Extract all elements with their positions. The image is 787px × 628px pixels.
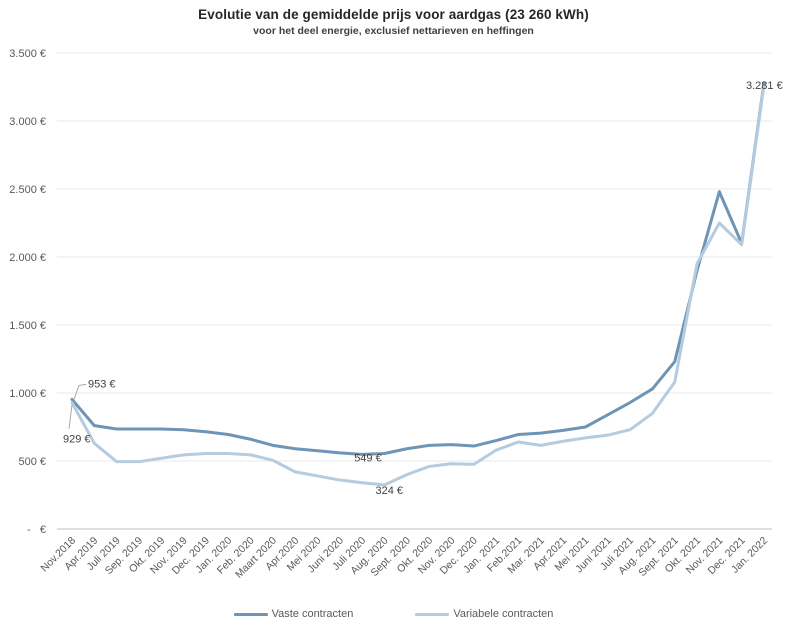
- data-label: 953 €: [88, 378, 116, 390]
- y-tick-label: 2.000 €: [9, 252, 46, 264]
- chart-title: Evolutie van de gemiddelde prijs voor aa…: [198, 7, 589, 22]
- annotation-leader-line: [73, 383, 87, 400]
- y-tick-label: 3.000 €: [9, 116, 46, 128]
- y-tick-label: 500 €: [18, 456, 46, 468]
- legend-item-variabele-contracten: Variabele contracten: [415, 608, 553, 620]
- chart-subtitle: voor het deel energie, exclusief nettari…: [253, 25, 534, 37]
- legend-swatch-variabele-icon: [415, 612, 450, 616]
- data-label: 324 €: [376, 485, 404, 497]
- data-label: 3.281 €: [746, 80, 783, 92]
- y-tick-label: - €: [27, 524, 46, 536]
- chart-legend: Vaste contracten Variabele contracten: [0, 608, 787, 620]
- legend-item-vaste-contracten: Vaste contracten: [233, 608, 354, 620]
- y-tick-label: 2.500 €: [9, 184, 46, 196]
- data-label: 929 €: [63, 434, 91, 446]
- annotation-leader-line: [68, 404, 73, 429]
- y-tick-label: 1.000 €: [9, 388, 46, 400]
- y-tick-label: 3.500 €: [9, 48, 46, 60]
- legend-label-vaste: Vaste contracten: [271, 608, 354, 620]
- series-line-vaste-contracten: [70, 81, 766, 456]
- y-tick-label: 1.500 €: [9, 320, 46, 332]
- legend-swatch-vaste-icon: [233, 612, 268, 616]
- series-line-variabele-contracten: [70, 83, 766, 487]
- data-label: 549 €: [354, 452, 382, 464]
- legend-label-variabele: Variabele contracten: [453, 608, 554, 620]
